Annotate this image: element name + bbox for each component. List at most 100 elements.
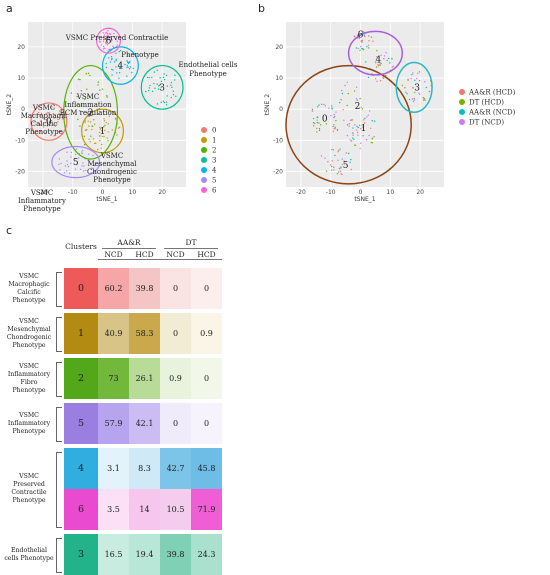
percentage-cell: 39.8 (129, 268, 160, 309)
data-point (52, 124, 55, 126)
data-point (132, 67, 134, 70)
data-point (368, 110, 371, 112)
legend-marker (201, 147, 207, 153)
data-point (106, 32, 108, 35)
annotation-text: Chondrogenic (87, 168, 137, 176)
percentage-cell: 19.4 (129, 534, 160, 575)
data-point (102, 45, 105, 48)
data-point (375, 62, 377, 64)
data-point (350, 158, 352, 161)
data-point (423, 99, 425, 101)
data-point (87, 72, 90, 75)
data-point (337, 149, 340, 152)
data-point (383, 58, 385, 60)
data-point (88, 125, 90, 127)
data-point (118, 65, 120, 68)
percentage-cell: 0 (191, 403, 222, 444)
data-point (324, 157, 326, 159)
data-point (84, 121, 86, 123)
legend-label: 4 (212, 167, 217, 175)
data-point (316, 121, 319, 124)
group-ellipse (285, 64, 412, 185)
percentage-cell: 8.3 (129, 448, 160, 489)
data-point (363, 119, 365, 121)
data-point (356, 99, 359, 101)
data-point (86, 88, 88, 90)
data-point (413, 97, 416, 100)
data-point (312, 117, 315, 120)
data-point (87, 95, 89, 97)
data-point (333, 169, 335, 171)
data-point (56, 123, 58, 125)
data-point (376, 49, 378, 52)
data-point (333, 128, 335, 130)
data-point (103, 48, 105, 50)
cluster-label: 5 (73, 158, 79, 168)
data-point (314, 122, 316, 125)
data-point (103, 113, 105, 116)
data-point (319, 124, 322, 126)
y-tick-label: 0 (21, 106, 25, 113)
data-point (351, 119, 353, 121)
data-point (148, 76, 150, 79)
row-bracket (56, 538, 62, 573)
data-point (354, 144, 356, 146)
data-point (115, 58, 117, 61)
data-point (343, 119, 345, 121)
y-tick-label: -20 (273, 168, 283, 175)
data-point (95, 142, 97, 144)
data-point (104, 129, 106, 132)
data-point (103, 118, 105, 120)
data-point (424, 81, 426, 83)
data-point (413, 99, 415, 101)
data-point (355, 129, 358, 131)
data-point (154, 87, 156, 89)
data-point (341, 92, 344, 95)
y-tick-label: -10 (15, 137, 25, 144)
data-point (346, 104, 348, 107)
data-point (90, 135, 92, 137)
data-point (114, 118, 117, 120)
data-point (349, 119, 352, 121)
data-point (106, 44, 109, 46)
data-point (126, 75, 128, 77)
percentage-cell: 0 (191, 268, 222, 309)
data-point (146, 76, 149, 79)
annotation-text: Phenotype (93, 176, 130, 184)
percentage-cell: 73 (98, 358, 129, 399)
percentage-cell: 42.7 (160, 448, 191, 489)
data-point (318, 129, 321, 132)
data-point (70, 92, 73, 94)
header-group-aar: AA&R (117, 238, 141, 247)
data-point (82, 170, 85, 172)
row-phenotype-label: VSMC Preserved Contractile Phenotype (11, 473, 47, 504)
header-diet: HCD (197, 250, 216, 259)
data-point (332, 125, 334, 128)
data-point (40, 115, 42, 117)
cluster-label: 6 (358, 30, 364, 40)
data-point (174, 74, 176, 76)
data-point (116, 134, 118, 136)
legend-marker (459, 109, 465, 115)
data-point (368, 134, 370, 137)
data-point (91, 128, 93, 131)
data-point (118, 51, 121, 53)
data-point (366, 116, 368, 118)
data-point (333, 115, 336, 118)
data-point (343, 160, 345, 162)
data-point (171, 86, 173, 89)
data-point (50, 107, 52, 110)
x-tick-label: -20 (296, 189, 306, 196)
row-phenotype-label: VSMC Macrophagic Calcific Phenotype (8, 272, 50, 304)
legend-label: 3 (212, 157, 216, 165)
data-point (107, 131, 109, 133)
data-point (85, 169, 87, 172)
legend-marker (201, 167, 207, 173)
data-point (355, 98, 358, 100)
data-point (58, 163, 60, 166)
cluster-id-cell: 1 (64, 313, 98, 354)
data-point (348, 125, 350, 127)
data-point (105, 66, 108, 69)
data-point (172, 90, 175, 92)
data-point (360, 106, 362, 109)
